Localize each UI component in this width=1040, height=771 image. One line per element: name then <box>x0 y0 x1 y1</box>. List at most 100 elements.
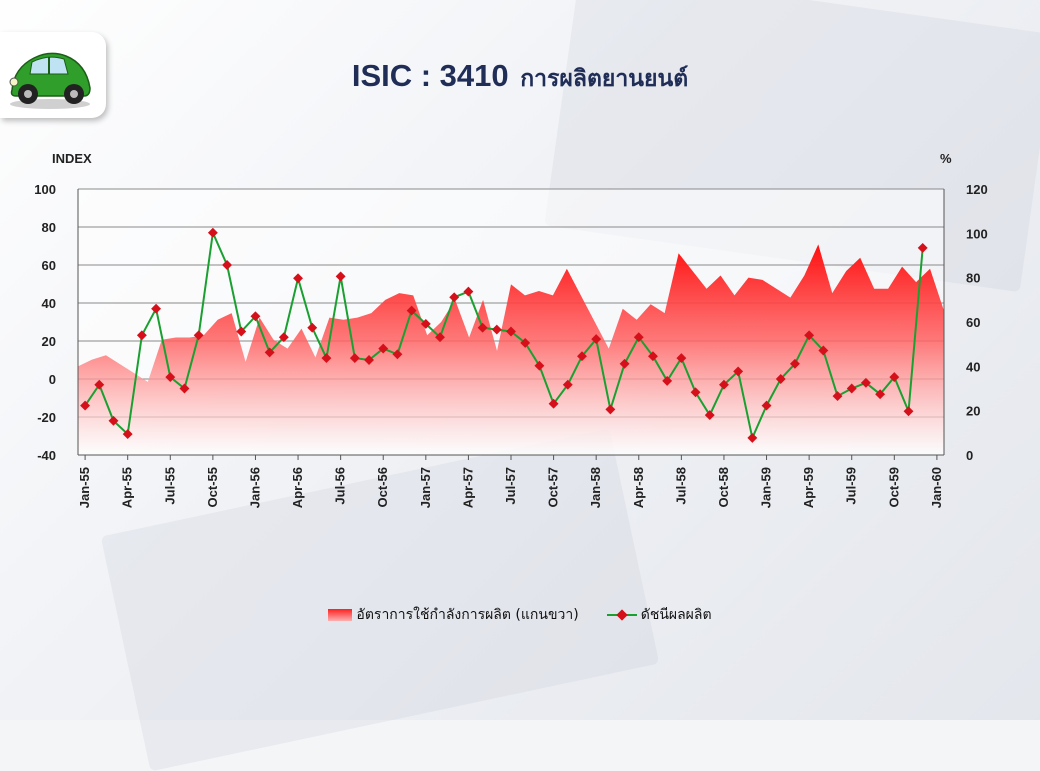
right-axis-label: % <box>940 151 952 166</box>
index-point <box>349 353 360 364</box>
index-point <box>775 374 786 384</box>
index-point <box>335 271 346 282</box>
capacity-area <box>78 244 944 455</box>
index-point <box>534 360 545 371</box>
y-left-tick-label: 60 <box>42 258 56 273</box>
index-point <box>747 432 758 443</box>
y-right-tick-label: 80 <box>966 271 980 286</box>
index-point <box>548 398 559 409</box>
index-point <box>733 366 744 377</box>
index-point <box>719 379 729 390</box>
y-right-tick-label: 120 <box>966 182 988 197</box>
y-left-tick-label: -40 <box>37 448 56 463</box>
index-point <box>236 326 247 337</box>
y-left-tick-label: 40 <box>42 296 56 311</box>
y-left-tick-label: 0 <box>49 372 56 387</box>
legend-label-capacity: อัตราการใช้กำลังการผลิต (แกนขวา) <box>356 607 579 623</box>
index-point <box>804 330 815 341</box>
index-point <box>577 351 587 362</box>
x-tick-label: Jul-57 <box>503 467 518 505</box>
x-tick-label: Apr-59 <box>801 467 816 508</box>
index-point <box>364 355 374 365</box>
index-point <box>151 303 162 314</box>
index-point <box>435 332 445 343</box>
index-point <box>449 292 460 303</box>
index-point <box>903 406 914 417</box>
x-tick-label: Jan-60 <box>929 467 944 508</box>
index-point <box>477 322 488 333</box>
index-point <box>207 227 218 238</box>
legend-item-index: ดัชนีผลผลิต <box>606 604 712 626</box>
x-tick-label: Apr-55 <box>120 467 135 508</box>
y-left-tick-label: 100 <box>34 182 56 197</box>
index-point <box>662 375 673 386</box>
index-point <box>860 377 871 388</box>
y-right-tick-label: 100 <box>966 226 988 241</box>
index-point <box>420 318 431 329</box>
y-right-tick-label: 40 <box>966 359 980 374</box>
y-left-tick-label: -20 <box>37 410 56 425</box>
index-point <box>193 330 204 341</box>
index-point <box>818 345 829 356</box>
title-code: ISIC : 3410 <box>351 58 509 93</box>
legend: อัตราการใช้กำลังการผลิต (แกนขวา) ดัชนีผล… <box>0 604 1040 626</box>
index-point <box>676 353 687 364</box>
index-point <box>704 410 715 421</box>
index-point <box>463 286 474 297</box>
index-point <box>506 326 516 337</box>
index-point <box>562 379 573 390</box>
index-point <box>179 383 190 394</box>
index-point <box>591 334 602 345</box>
x-tick-label: Oct-56 <box>375 467 390 507</box>
index-point <box>619 358 630 369</box>
x-tick-label: Oct-55 <box>205 467 220 507</box>
y-right-tick-label: 0 <box>966 448 973 463</box>
index-point <box>917 242 928 253</box>
index-point <box>846 383 857 394</box>
left-axis-label: INDEX <box>52 151 92 166</box>
index-point <box>648 351 658 362</box>
page-title: ISIC : 3410 การผลิตยานยนต์ <box>0 58 1040 97</box>
legend-item-capacity: อัตราการใช้กำลังการผลิต (แกนขวา) <box>328 604 579 626</box>
index-point <box>761 400 772 411</box>
y-right-tick-label: 20 <box>966 404 980 419</box>
y-right-tick-label: 60 <box>966 315 980 330</box>
x-tick-label: Jan-56 <box>247 467 262 508</box>
index-point <box>264 347 275 358</box>
x-tick-label: Apr-56 <box>290 467 305 508</box>
x-tick-label: Jul-59 <box>844 467 859 505</box>
index-point <box>378 343 389 354</box>
index-point <box>222 260 233 270</box>
x-tick-label: Oct-58 <box>716 467 731 507</box>
x-tick-label: Jan-55 <box>77 467 92 508</box>
line-area-chart: -40 -20 0 20 40 60 80 100 0 20 40 60 80 100 120 Jan-55 A… <box>34 151 988 508</box>
index-point <box>307 322 318 333</box>
index-point <box>690 387 701 398</box>
index-point <box>875 389 886 400</box>
legend-swatch-area <box>328 609 353 621</box>
index-point <box>165 372 176 383</box>
index-point <box>832 391 843 402</box>
logo-box <box>0 32 106 118</box>
x-tick-label: Jan-57 <box>418 467 433 508</box>
index-point <box>406 305 417 316</box>
index-point <box>633 332 644 343</box>
y-left-tick-label: 80 <box>42 220 56 235</box>
index-point <box>293 273 303 284</box>
index-point <box>136 330 147 341</box>
x-tick-label: Apr-57 <box>460 467 475 508</box>
x-tick-label: Jul-55 <box>162 467 177 505</box>
legend-swatch-line <box>606 609 637 621</box>
index-point <box>520 337 531 348</box>
y-left-tick-label: 20 <box>42 334 56 349</box>
x-tick-label: Jan-58 <box>588 467 603 508</box>
x-tick-label: Jul-56 <box>333 467 348 505</box>
index-point <box>605 404 616 415</box>
index-point <box>392 349 403 360</box>
x-tick-label: Jul-58 <box>673 467 688 505</box>
legend-label-index: ดัชนีผลผลิต <box>640 607 712 623</box>
x-tick-label: Apr-58 <box>631 467 646 508</box>
index-point <box>278 332 289 343</box>
x-tick-label: Oct-59 <box>886 467 901 507</box>
x-tick-label: Jan-59 <box>759 467 774 508</box>
